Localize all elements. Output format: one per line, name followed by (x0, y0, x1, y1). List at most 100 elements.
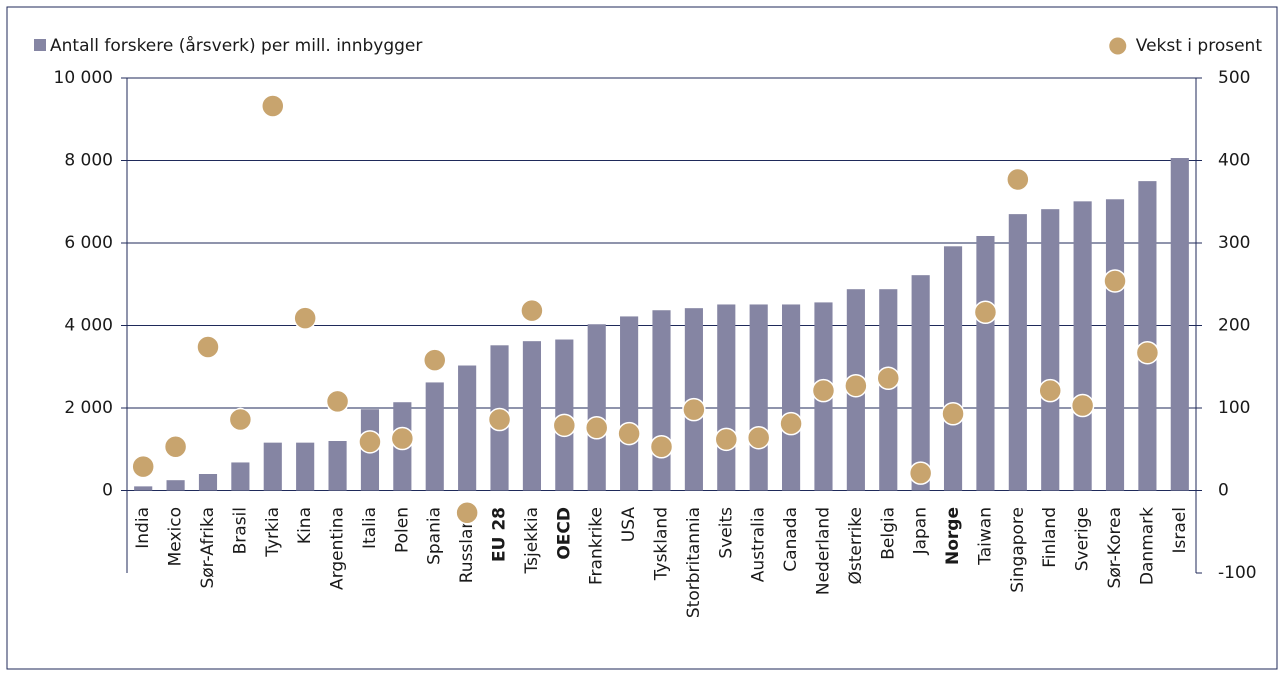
dot (163, 435, 188, 459)
dot (487, 407, 512, 432)
x-tick-label: Østerrike (846, 507, 866, 584)
y-tick-label: 4 000 (64, 316, 113, 336)
bar (198, 474, 218, 491)
y2-tick-label: 400 (1218, 151, 1250, 171)
bar (328, 441, 347, 491)
x-tick-label: Tyskland (652, 507, 672, 581)
bar (943, 246, 963, 491)
x-tick-label: Sverige (1073, 507, 1093, 571)
dot (131, 454, 155, 479)
x-tick-label: Argentina (328, 507, 348, 590)
bar (1170, 158, 1189, 491)
bar (1041, 209, 1060, 491)
x-tick-label: Finland (1040, 507, 1060, 568)
bar (652, 310, 671, 491)
x-tick-label: Norge (943, 507, 963, 565)
bar (782, 304, 801, 491)
bar (296, 442, 315, 491)
dot (552, 413, 577, 438)
y2-tick-label: 500 (1218, 68, 1250, 88)
x-tick-label: Japan (911, 507, 931, 555)
dot (1006, 167, 1030, 192)
dot (746, 425, 771, 450)
dot (422, 348, 447, 372)
bar (1105, 199, 1125, 491)
x-tick-label: Tyrkia (263, 507, 283, 558)
bar (976, 235, 995, 491)
y-tick-label: 2 000 (64, 398, 113, 418)
x-tick-label: Kina (295, 507, 315, 544)
y2-tick-label: 200 (1218, 316, 1250, 336)
x-tick-label: Sveits (716, 507, 736, 559)
x-tick-label: USA (619, 507, 639, 543)
x-tick-label: Italia (360, 507, 380, 549)
x-tick-label: Tsjekkia (522, 507, 542, 574)
bar (587, 324, 606, 491)
bar (749, 304, 768, 491)
x-tick-label: Spania (425, 507, 445, 565)
bar (263, 442, 282, 491)
bar (1138, 181, 1157, 491)
bar (134, 486, 153, 491)
bar (231, 462, 250, 491)
x-tick-label: EU 28 (490, 507, 510, 562)
x-tick-label: Brasil (230, 507, 250, 554)
bar (458, 365, 477, 491)
dot (1135, 340, 1160, 365)
x-tick-label: Polen (392, 507, 412, 553)
x-tick-label: Australia (749, 507, 769, 582)
bar (1008, 214, 1027, 491)
dot (714, 427, 739, 452)
chart-border (6, 6, 1278, 670)
dot (228, 407, 253, 432)
x-tick-label: Sør-Afrika (198, 507, 218, 589)
dot (293, 306, 317, 330)
x-tick-label: Storbritannia (684, 507, 704, 618)
dot (261, 94, 285, 118)
dot (390, 426, 415, 451)
bar (425, 382, 444, 491)
bar (166, 480, 185, 491)
dot (1038, 378, 1062, 403)
y-tick-label: 0 (102, 481, 113, 501)
x-tick-label: Nederland (813, 507, 833, 595)
dot (844, 373, 868, 398)
x-tick-label: Danmark (1137, 507, 1157, 585)
bar (717, 304, 736, 491)
dot (196, 335, 220, 359)
dot (455, 501, 479, 525)
dot (779, 411, 803, 436)
x-tick-label: Sør-Korea (1105, 507, 1125, 588)
x-tick-label: Israel (1170, 507, 1190, 553)
x-tick-label: Mexico (166, 507, 186, 566)
dot (617, 421, 641, 446)
y-tick-label: 8 000 (64, 151, 113, 171)
bar (1073, 201, 1092, 491)
x-tick-label: Frankrike (587, 507, 607, 585)
dot (1103, 269, 1127, 293)
dot (649, 435, 674, 459)
x-tick-label: OECD (554, 507, 574, 560)
dot (1070, 393, 1095, 418)
x-tick-label: Canada (781, 507, 801, 572)
dot (876, 366, 901, 391)
x-tick-label: India (133, 507, 153, 549)
dot (908, 461, 933, 485)
bar (620, 316, 639, 491)
x-tick-label: Russland (457, 507, 477, 583)
x-tick-label: Belgia (878, 507, 898, 560)
y-tick-label: 6 000 (64, 233, 113, 253)
y2-tick-label: 0 (1218, 481, 1229, 501)
y2-tick-label: 300 (1218, 233, 1250, 253)
dot (520, 298, 544, 323)
legend-label: Vekst i prosent (1136, 36, 1263, 56)
dot (941, 402, 965, 426)
legend-swatch (1108, 36, 1128, 56)
x-tick-label: Taiwan (975, 507, 995, 566)
legend-label: Antall forskere (årsverk) per mill. innb… (50, 35, 422, 56)
bar (911, 275, 930, 491)
dot (584, 416, 609, 440)
y2-tick-label: -100 (1218, 563, 1257, 583)
